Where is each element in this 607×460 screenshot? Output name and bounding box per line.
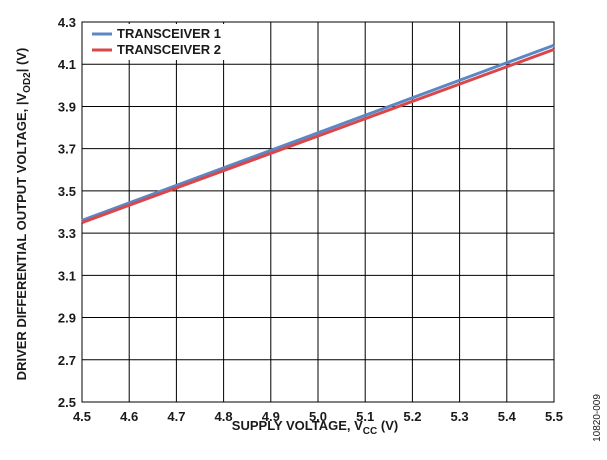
- y-tick-label: 4.3: [58, 15, 76, 30]
- x-tick-label: 5.3: [451, 409, 469, 424]
- x-tick-label: 5.2: [403, 409, 421, 424]
- legend-label-transceiver-2: TRANSCEIVER 2: [117, 42, 221, 57]
- legend-label-transceiver-1: TRANSCEIVER 1: [117, 26, 221, 41]
- x-tick-label: 4.5: [73, 409, 91, 424]
- grid: [82, 22, 554, 402]
- y-tick-label: 3.3: [58, 226, 76, 241]
- y-tick-label: 3.1: [58, 268, 76, 283]
- y-tick-label: 3.5: [58, 184, 76, 199]
- y-tick-label: 3.7: [58, 142, 76, 157]
- y-axis-title: DRIVER DIFFERENTIAL OUTPUT VOLTAGE, |VOD…: [14, 48, 33, 381]
- legend: TRANSCEIVER 1 TRANSCEIVER 2: [86, 24, 246, 60]
- x-tick-label: 4.8: [215, 409, 233, 424]
- y-tick-label: 4.1: [58, 57, 76, 72]
- x-tick-label: 5.4: [498, 409, 517, 424]
- tick-labels: 4.5 4.6 4.7 4.8 4.9 5.0 5.1 5.2 5.3 5.4 5.52.52.72…: [58, 15, 563, 424]
- y-tick-label: 3.9: [58, 99, 76, 114]
- x-tick-label: 4.6: [120, 409, 138, 424]
- y-tick-label: 2.5: [58, 395, 76, 410]
- x-tick-label: 4.7: [167, 409, 185, 424]
- y-tick-label: 2.9: [58, 311, 76, 326]
- y-tick-label: 2.7: [58, 353, 76, 368]
- x-tick-label: 5.5: [545, 409, 563, 424]
- figure-id: 10820-009: [592, 394, 603, 442]
